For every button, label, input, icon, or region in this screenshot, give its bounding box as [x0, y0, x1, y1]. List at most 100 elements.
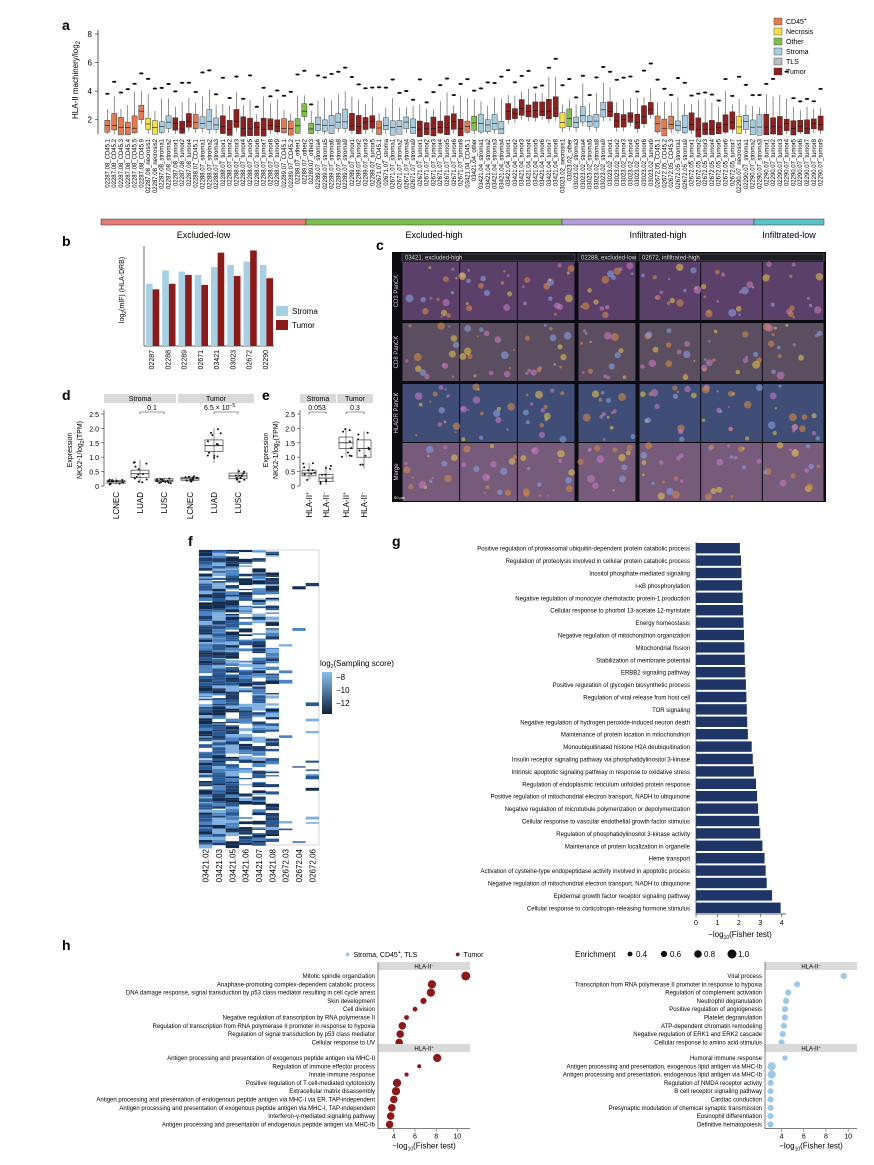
- panel-a-box: [267, 95, 274, 134]
- panel-a-box-body: [179, 120, 185, 134]
- panel-g-term-label: Negative regulation of mitochondrion org…: [558, 634, 690, 640]
- panel-c-row-label: CD8 PanCK: [394, 336, 400, 369]
- panel-h-dot: [794, 981, 801, 988]
- panel-c-cell-dot: [465, 302, 469, 306]
- panel-a-sample-label: 03421.04_stroma1: [479, 138, 485, 189]
- panel-f-cell: [225, 832, 239, 836]
- panel-h-dot: [767, 1070, 776, 1079]
- panel-c-cell-dot: [716, 458, 724, 466]
- panel-f-cell: [212, 742, 226, 746]
- panel-f-cell: [212, 582, 226, 586]
- panel-h-dot: [785, 989, 792, 996]
- panel-d-point: [145, 478, 148, 481]
- panel-h-xlabel-sub: 10: [795, 1147, 801, 1153]
- panel-a-box-body: [688, 112, 695, 131]
- panel-d-point: [191, 477, 194, 480]
- panel-c-cell-dot: [651, 481, 655, 485]
- panel-f-cell: [199, 576, 213, 578]
- panel-c-cell-dot: [752, 360, 761, 369]
- panel-g-bar: [696, 567, 742, 579]
- panel-h: h ● Stroma, CD45+, TLS ● Tumor Enrichment 0.4…: [62, 937, 857, 1153]
- panel-f-cell: [252, 598, 266, 600]
- panel-c-cell-dot: [405, 294, 414, 303]
- panel-a-legend-label: Stroma: [786, 49, 809, 56]
- panel-h-term-label: Antigen processing and presentation of e…: [96, 1098, 375, 1104]
- panel-f-cell: [199, 737, 213, 740]
- panel-f-cell: [279, 828, 293, 831]
- panel-f-cell: [265, 770, 279, 772]
- panel-c-cell-dot: [436, 297, 440, 301]
- panel-a-outlier: [288, 90, 293, 93]
- panel-g-term-label: Negative regulation of mitochondrial ele…: [488, 882, 691, 888]
- panel-a-box: [518, 74, 525, 120]
- panel-d-point: [167, 481, 170, 484]
- panel-a-outlier: [770, 77, 776, 80]
- panel-a-outlier: [471, 89, 477, 92]
- panel-a-sample-label: 03421.04_tumor7: [547, 138, 553, 186]
- panel-c-cell-dot: [768, 340, 775, 347]
- panel-h-term-label: Regulation of signal transduction by p53…: [228, 1032, 375, 1038]
- panel-c-cell-dot: [539, 423, 544, 428]
- panel-e-xtick-label: HLA-II+: [305, 492, 314, 518]
- panel-d-label: d: [62, 387, 71, 403]
- panel-f-cell: [212, 612, 226, 614]
- panel-f-cell: [225, 734, 239, 738]
- panel-f-legend-sub: 2: [331, 664, 334, 670]
- panel-c-cell-dot: [488, 370, 494, 376]
- panel-h-enrichment-label: 0.6: [670, 950, 682, 959]
- panel-f-cell: [199, 670, 213, 674]
- panel-f-cell: [225, 605, 239, 608]
- panel-c-cell-dot: [683, 288, 687, 293]
- panel-a-sample-label: 02289.07_stroma4: [316, 138, 322, 189]
- panel-e-point: [344, 428, 347, 431]
- panel-a-sample-label: 02290.07_tumor4: [785, 138, 791, 186]
- panel-f-cell: [199, 818, 213, 822]
- panel-c-cell-dot: [443, 445, 448, 450]
- panel-f-cell: [212, 698, 226, 701]
- panel-c-cell-dot: [676, 299, 684, 307]
- panel-c-cell-dot: [716, 486, 723, 493]
- panel-h-dot: [398, 1022, 407, 1030]
- panel-b-xtick-label: 02671: [198, 350, 205, 370]
- panel-h-strip-sup: +: [431, 1045, 434, 1050]
- panel-c-cell-dot: [798, 354, 804, 361]
- panel-c-cell-dot: [538, 494, 542, 497]
- panel-f-cell: [212, 716, 226, 719]
- panel-f-cell: [199, 687, 213, 691]
- panel-f-cell: [199, 709, 213, 713]
- panel-a-outlier: [370, 86, 375, 89]
- panel-c-cell-dot: [704, 493, 713, 501]
- panel-f-cell: [239, 778, 253, 780]
- panel-d-point: [161, 478, 164, 481]
- panel-a-outlier: [451, 93, 457, 96]
- panel-f-cell: [199, 812, 213, 815]
- panel-a-box: [620, 76, 627, 132]
- panel-e-point: [302, 462, 305, 465]
- panel-a-box: [124, 88, 131, 136]
- panel-a-box: [179, 81, 185, 134]
- panel-f-column-label: 03421.03: [215, 848, 224, 882]
- panel-f-cell: [212, 693, 226, 696]
- panel-c-cell-dot: [666, 487, 674, 496]
- panel-f-cell: [239, 690, 253, 693]
- panel-a-sample-label: 02287.08_CD45.3: [119, 138, 125, 187]
- panel-a-box: [817, 87, 824, 134]
- panel-c-cell-dot: [621, 464, 628, 471]
- panel-a-box-body: [715, 122, 722, 135]
- panel-a-sample-label: 02287.08_tumor1: [173, 138, 179, 186]
- panel-c-cell-dot: [666, 301, 671, 305]
- panel-c-cell-dot: [438, 385, 444, 390]
- panel-c-cell-dot: [507, 291, 513, 297]
- panel-a-box: [240, 97, 247, 137]
- panel-c-cell-dot: [411, 476, 414, 479]
- panel-f-cell: [252, 686, 266, 689]
- panel-h-strip: [765, 1044, 857, 1052]
- panel-g-xtick-label: 1: [715, 920, 719, 927]
- panel-b-xtick-label: 03421: [214, 350, 221, 370]
- panel-a-box-body: [648, 102, 654, 115]
- panel-c-cell-dot: [811, 413, 817, 419]
- panel-f-cell: [252, 812, 266, 816]
- panel-a-sample-label: 02289.07_stroma5: [323, 138, 329, 189]
- panel-h-dot: [396, 1030, 405, 1038]
- panel-h-dot: [404, 1072, 409, 1077]
